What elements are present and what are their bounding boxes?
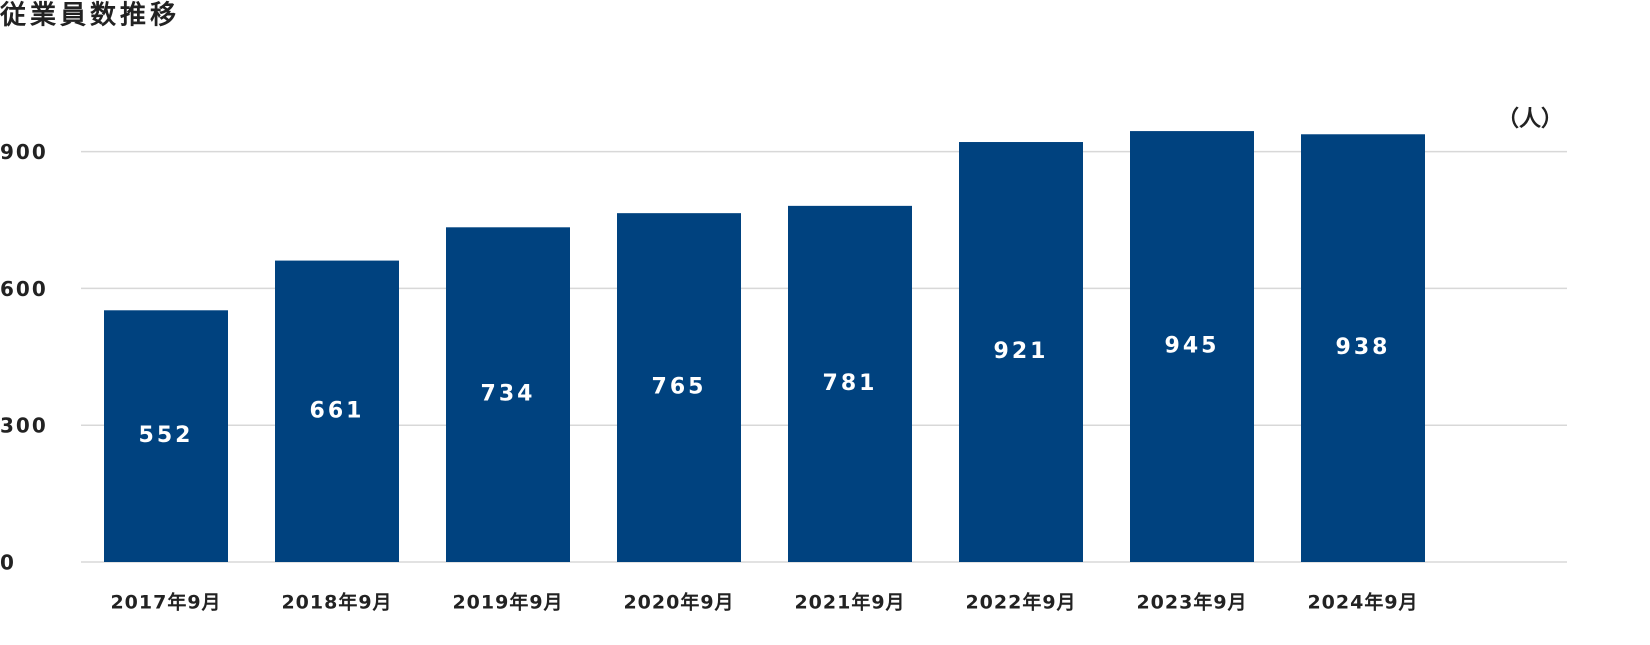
y-tick-label: 900 xyxy=(0,140,48,164)
x-tick-label: 2024年9月 xyxy=(1307,591,1418,614)
x-tick-label: 2022年9月 xyxy=(965,591,1076,614)
value-label: 921 xyxy=(994,339,1049,364)
value-label: 781 xyxy=(823,371,878,396)
value-label: 734 xyxy=(481,382,536,407)
y-tick-label: 300 xyxy=(0,414,48,438)
bar xyxy=(104,310,228,562)
value-label: 552 xyxy=(139,423,194,448)
y-tick-label: 0 xyxy=(0,551,16,575)
y-unit-label: （人） xyxy=(1497,107,1563,132)
bar xyxy=(446,227,570,562)
x-tick-label: 2017年9月 xyxy=(110,591,221,614)
value-label: 765 xyxy=(652,375,707,400)
bar xyxy=(1130,131,1254,562)
bar xyxy=(275,260,399,562)
x-tick-label: 2021年9月 xyxy=(794,591,905,614)
x-tick-label: 2023年9月 xyxy=(1136,591,1247,614)
bar xyxy=(788,205,912,562)
x-tick-label: 2018年9月 xyxy=(281,591,392,614)
bar xyxy=(617,213,741,562)
value-label: 661 xyxy=(310,398,365,423)
y-tick-label: 600 xyxy=(0,277,48,301)
bar xyxy=(1301,134,1425,562)
value-label: 945 xyxy=(1165,334,1220,359)
x-tick-label: 2020年9月 xyxy=(623,591,734,614)
bar xyxy=(959,142,1083,563)
value-label: 938 xyxy=(1336,335,1391,360)
x-tick-label: 2019年9月 xyxy=(452,591,563,614)
chart-title: 従業員数推移 xyxy=(0,1,180,31)
